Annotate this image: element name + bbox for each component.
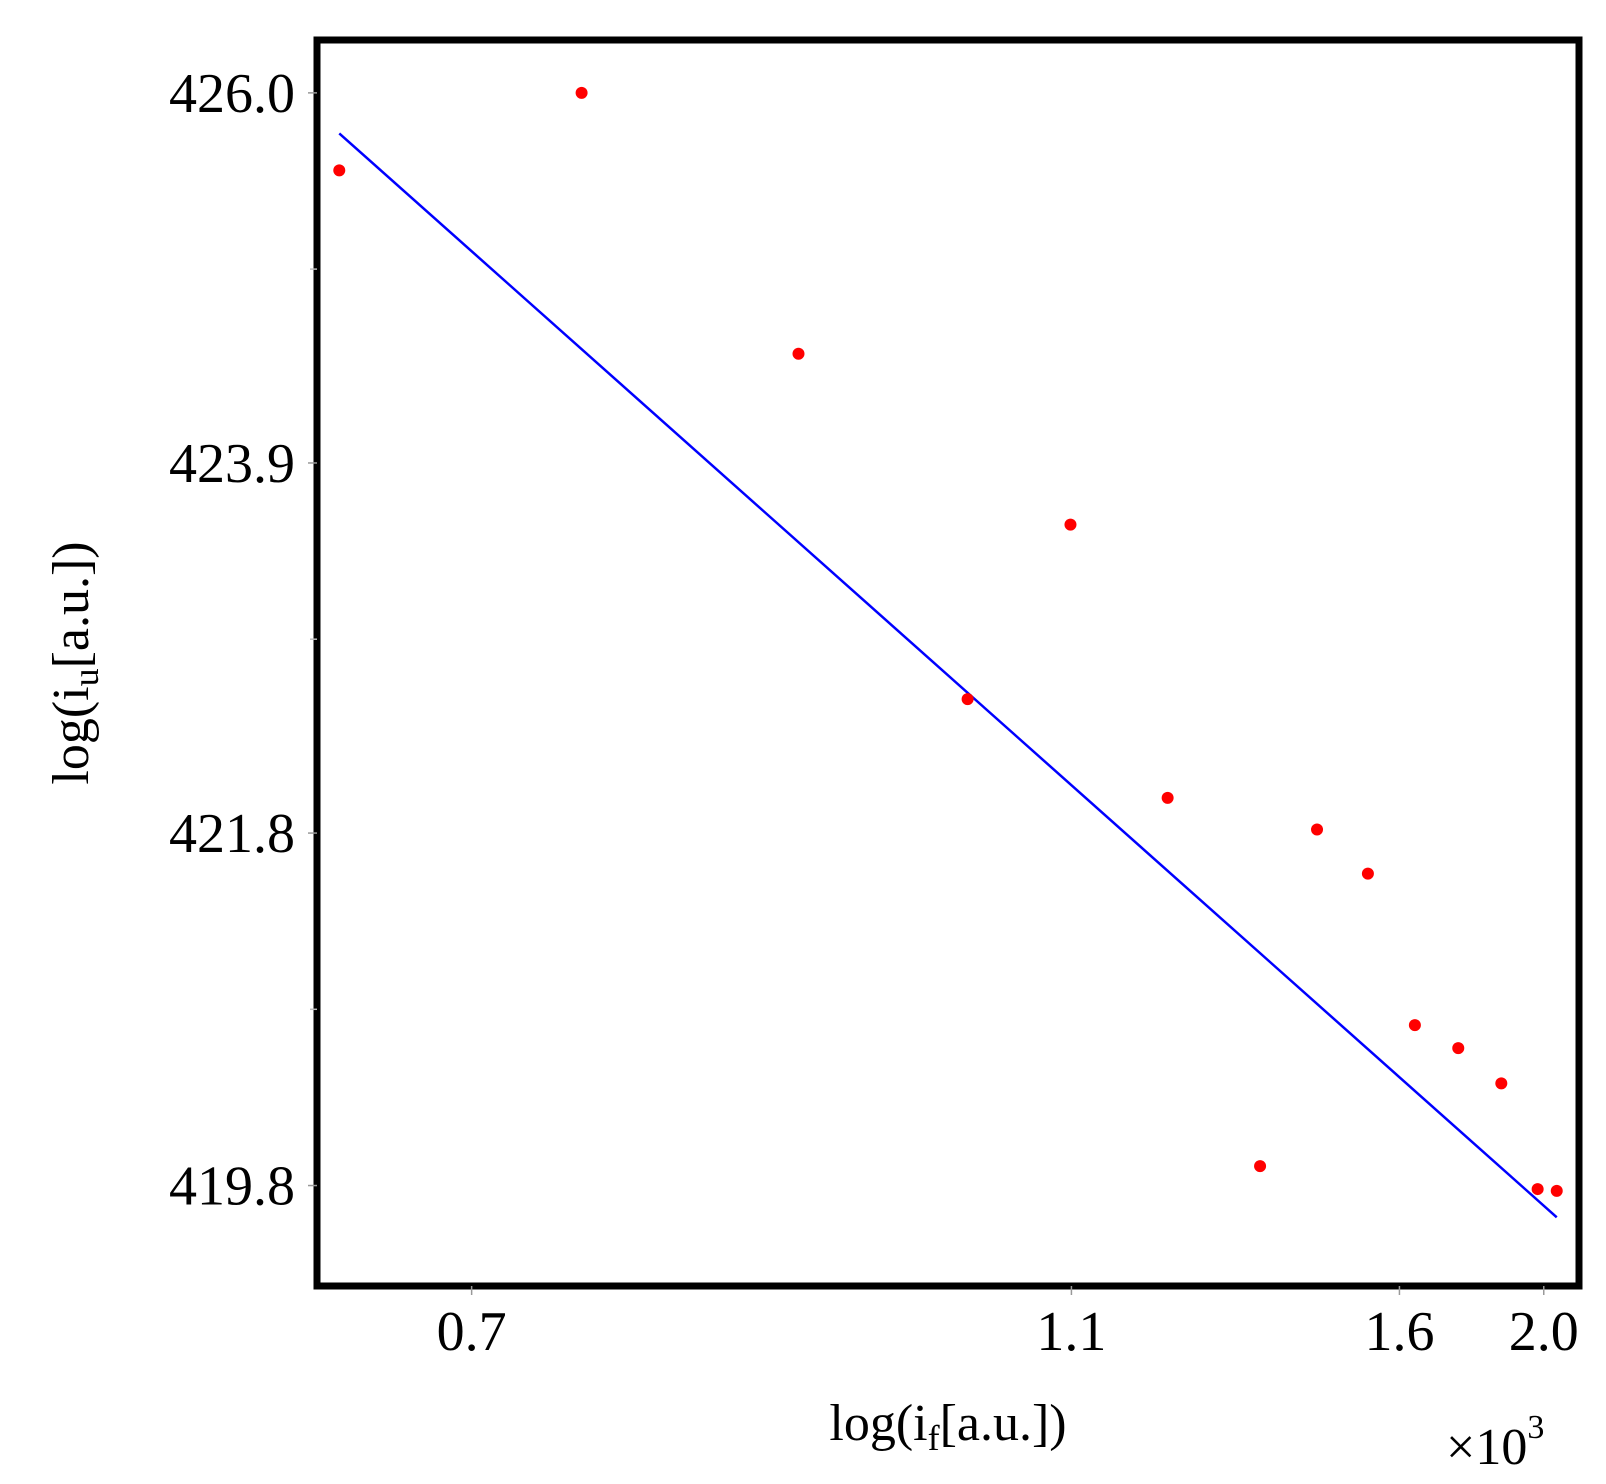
data-point bbox=[1161, 791, 1174, 804]
data-point bbox=[575, 86, 588, 99]
x-tick-label: 0.7 bbox=[437, 1301, 507, 1363]
y-tick-label: 423.9 bbox=[169, 433, 295, 495]
y-tick-label: 426.0 bbox=[169, 63, 295, 125]
x-tick-label: 1.6 bbox=[1364, 1301, 1434, 1363]
data-point bbox=[1408, 1019, 1421, 1032]
data-point bbox=[1452, 1042, 1465, 1055]
data-point bbox=[961, 693, 974, 706]
data-points-layer bbox=[333, 86, 1563, 1197]
x-axis-multiplier: ×103 bbox=[1446, 1409, 1544, 1476]
y-tick-label: 419.8 bbox=[169, 1156, 295, 1218]
y-axis: 426.0 423.9 421.8 419.8 bbox=[169, 63, 317, 1218]
y-tick-label: 421.8 bbox=[169, 803, 295, 865]
fit-line bbox=[338, 132, 1558, 1219]
y-axis-label: log(iu[a.u.]) bbox=[43, 541, 106, 784]
data-point bbox=[1254, 1160, 1267, 1173]
data-point bbox=[792, 347, 805, 360]
y-axis-label-subscript: u bbox=[66, 668, 106, 686]
data-point bbox=[333, 164, 346, 177]
data-point bbox=[1495, 1077, 1508, 1090]
fit-line-layer bbox=[338, 132, 1558, 1219]
plot-frame bbox=[313, 36, 1583, 1290]
data-point bbox=[1064, 518, 1077, 531]
x-axis-label: log(if[a.u.]) bbox=[829, 1395, 1066, 1458]
x-axis-label-subscript: f bbox=[928, 1418, 940, 1458]
data-point bbox=[1361, 867, 1374, 880]
data-point bbox=[1311, 823, 1324, 836]
data-point bbox=[1550, 1184, 1563, 1197]
x-tick-label: 1.1 bbox=[1036, 1301, 1106, 1363]
x-axis: 0.7 1.1 1.6 2.0 bbox=[437, 1286, 1579, 1363]
data-point bbox=[1531, 1183, 1544, 1196]
x-tick-label: 2.0 bbox=[1509, 1301, 1579, 1363]
